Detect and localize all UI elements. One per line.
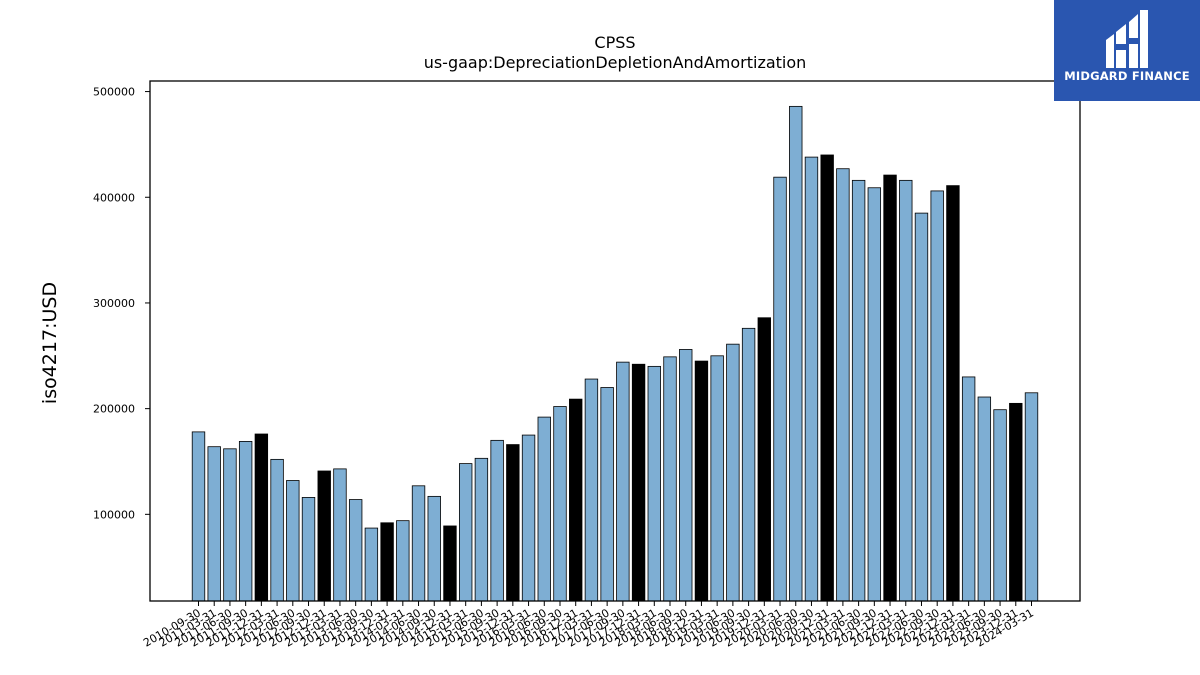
bar-2015-03-31: [458, 463, 473, 602]
bar-2018-03-31: [647, 365, 661, 602]
y-tick-label: 500000: [93, 86, 135, 99]
bar-2023-06-30: [977, 396, 992, 602]
bar-2017-12-31: [631, 363, 646, 602]
bar-2023-03-31: [961, 376, 976, 602]
bar-2021-09-30: [867, 187, 882, 602]
bar-2012-06-30: [286, 480, 300, 602]
x-axis-ticks: 2010-09-302011-03-312011-06-302011-09-30…: [141, 601, 1036, 650]
chart-subtitle: us-gaap:DepreciationDepletionAndAmortiza…: [424, 53, 807, 72]
bar-2020-09-30: [804, 156, 819, 602]
plot-frame: [149, 80, 1081, 602]
bar-2014-12-31: [443, 525, 457, 602]
bar-2012-03-31: [270, 458, 284, 602]
bar-2019-12-31: [757, 317, 771, 602]
bar-2020-06-30: [789, 105, 803, 602]
bar-2010-09-30: [191, 431, 206, 602]
bar-2021-06-30: [851, 179, 866, 602]
bar-2016-09-30: [553, 406, 567, 602]
brand-name: MIDGARD FINANCE: [1064, 69, 1190, 83]
bar-2014-03-31: [396, 520, 410, 602]
bar-2019-06-30: [726, 343, 740, 602]
y-tick-label: 200000: [93, 403, 135, 416]
bar-2011-06-30: [223, 448, 237, 602]
bar-2015-12-31: [506, 444, 520, 602]
brand-logo: MIDGARD FINANCE: [1054, 0, 1200, 101]
bar-2017-06-30: [600, 387, 614, 602]
bar-2019-09-30: [741, 327, 756, 602]
bar-2019-03-31: [710, 355, 724, 602]
bar-2018-06-30: [663, 356, 677, 602]
y-tick-label: 100000: [93, 508, 135, 521]
bar-2022-03-31: [899, 179, 913, 602]
bar-2020-12-31: [820, 154, 834, 602]
bar-2023-09-30: [993, 409, 1007, 602]
bar-2012-12-31: [317, 470, 331, 602]
bar-2016-03-31: [521, 434, 536, 602]
bar-2011-09-30: [238, 441, 253, 602]
bar-2016-12-31: [569, 398, 583, 602]
bar-2024-03-31: [1024, 392, 1039, 602]
bar-2018-09-30: [679, 349, 693, 602]
bar-2016-06-30: [537, 416, 551, 602]
bar-2018-12-31: [694, 360, 709, 602]
bar-2013-12-31: [380, 522, 394, 602]
chart-title: CPSS: [594, 33, 635, 52]
bar-2012-09-30: [301, 497, 316, 602]
bar-2021-03-31: [836, 168, 850, 602]
bar-2021-12-31: [883, 174, 897, 602]
y-axis-label: iso4217:USD: [39, 282, 61, 404]
bar-2014-09-30: [427, 495, 441, 602]
bar-2022-12-31: [946, 185, 960, 602]
bar-2011-03-31: [207, 446, 221, 602]
bar-2015-09-30: [490, 439, 504, 602]
bars-group: [191, 105, 1039, 602]
bar-2013-06-30: [348, 499, 363, 602]
bar-2023-12-31: [1009, 402, 1023, 602]
y-tick-label: 300000: [93, 297, 135, 310]
bar-2020-03-31: [773, 176, 787, 602]
bar-2015-06-30: [474, 457, 489, 602]
bar-2017-09-30: [616, 361, 630, 602]
bar-2013-09-30: [364, 527, 379, 602]
midgard-logo-icon: [1106, 10, 1148, 68]
bar-2011-12-31: [254, 433, 269, 602]
y-axis-ticks: 100000 200000 300000 400000 500000: [93, 86, 150, 521]
y-tick-label: 400000: [93, 191, 135, 204]
bar-2017-03-31: [584, 378, 599, 602]
bar-2022-09-30: [930, 190, 944, 602]
bar-2014-06-30: [411, 485, 426, 602]
bar-2022-06-30: [914, 212, 929, 602]
bar-2013-03-31: [333, 468, 347, 602]
